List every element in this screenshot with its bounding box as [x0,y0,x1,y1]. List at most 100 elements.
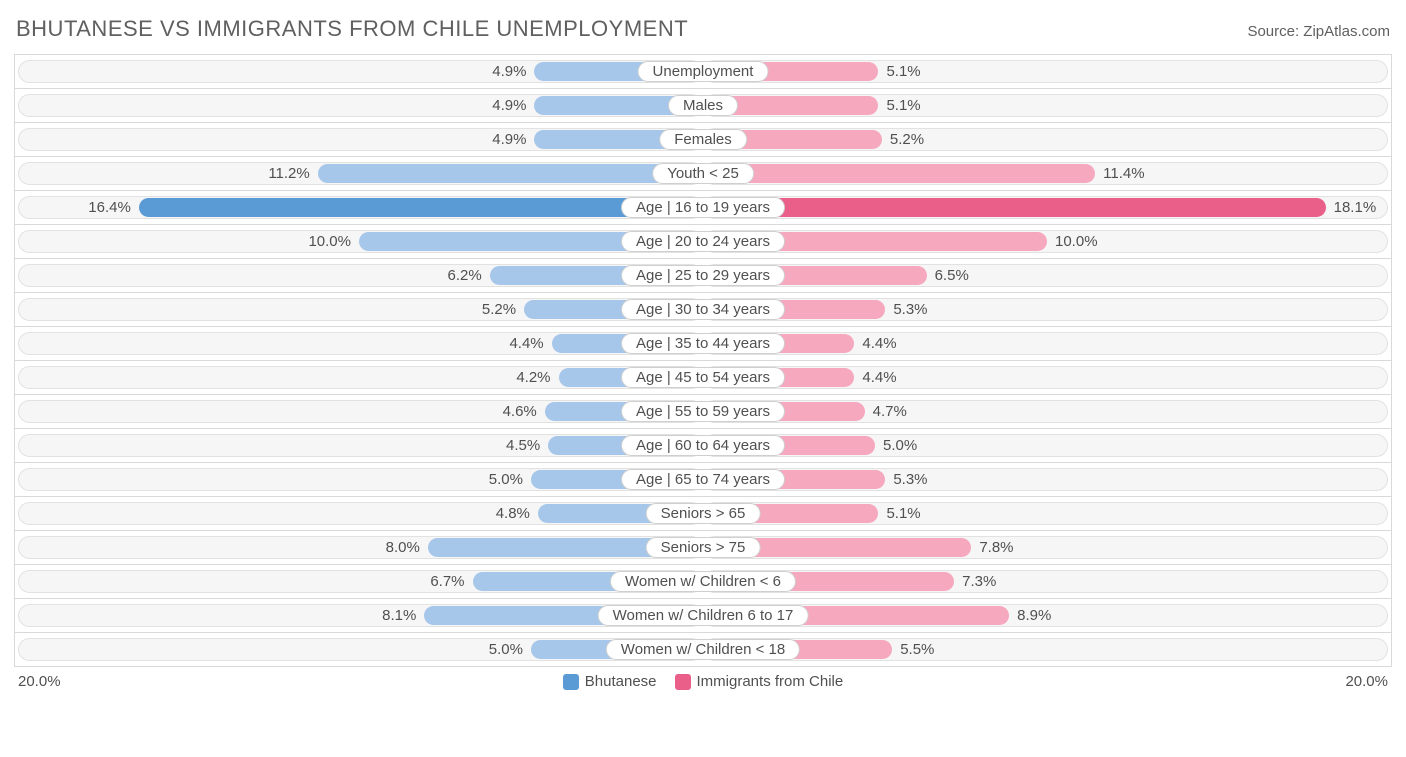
right-half: 5.0% [703,429,1391,462]
category-label: Age | 45 to 54 years [621,367,785,388]
chart-row: 5.0% 5.5% Women w/ Children < 18 [15,633,1391,667]
legend-item-right: Immigrants from Chile [675,673,844,690]
left-bar [139,198,703,217]
chart-row: 16.4%18.1%Age | 16 to 19 years [15,191,1391,225]
category-label: Women w/ Children < 18 [606,639,800,660]
right-value-label: 4.4% [862,369,896,386]
category-label: Seniors > 65 [646,503,761,524]
right-half: 5.5% [703,633,1391,666]
right-half: 6.5% [703,259,1391,292]
right-value-label: 7.8% [979,539,1013,556]
left-value-label: 5.2% [482,301,516,318]
category-label: Age | 35 to 44 years [621,333,785,354]
chart-row: 4.4%4.4%Age | 35 to 44 years [15,327,1391,361]
chart-row: 4.8% 5.1% Seniors > 65 [15,497,1391,531]
left-half: 4.9% [15,89,703,122]
left-half: 4.5% [15,429,703,462]
left-half: 6.7% [15,565,703,598]
left-value-label: 6.7% [430,573,464,590]
chart-row: 4.5% 5.0% Age | 60 to 64 years [15,429,1391,463]
right-value-label: 5.3% [893,301,927,318]
chart-title: BHUTANESE VS IMMIGRANTS FROM CHILE UNEMP… [16,16,688,42]
left-value-label: 5.0% [489,641,523,658]
right-value-label: 18.1% [1334,199,1377,216]
chart-footer: 20.0% Bhutanese Immigrants from Chile 20… [14,667,1392,690]
left-value-label: 4.9% [492,97,526,114]
left-value-label: 6.2% [448,267,482,284]
left-value-label: 4.9% [492,131,526,148]
chart-row: 5.2% 5.3% Age | 30 to 34 years [15,293,1391,327]
chart-row: 4.2% 4.4% Age | 45 to 54 years [15,361,1391,395]
chart-row: 4.9%5.2%Females [15,123,1391,157]
right-half: 4.4% [703,327,1391,360]
left-bar [318,164,703,183]
chart-row: 11.2% 11.4% Youth < 25 [15,157,1391,191]
left-half: 4.4% [15,327,703,360]
right-value-label: 5.5% [900,641,934,658]
category-label: Age | 65 to 74 years [621,469,785,490]
legend: Bhutanese Immigrants from Chile [563,673,843,690]
right-value-label: 5.0% [883,437,917,454]
left-value-label: 4.5% [506,437,540,454]
right-half: 5.1% [703,89,1391,122]
right-value-label: 8.9% [1017,607,1051,624]
right-bar [703,164,1095,183]
category-label: Age | 30 to 34 years [621,299,785,320]
axis-max-left: 20.0% [18,673,61,690]
left-value-label: 5.0% [489,471,523,488]
right-value-label: 5.2% [890,131,924,148]
chart-row: 10.0%10.0%Age | 20 to 24 years [15,225,1391,259]
category-label: Age | 25 to 29 years [621,265,785,286]
legend-swatch-right [675,674,691,690]
chart-row: 4.6% 4.7% Age | 55 to 59 years [15,395,1391,429]
category-label: Age | 60 to 64 years [621,435,785,456]
right-half: 5.3% [703,293,1391,326]
left-value-label: 8.0% [386,539,420,556]
left-half: 4.6% [15,395,703,428]
right-value-label: 5.1% [886,505,920,522]
category-label: Age | 55 to 59 years [621,401,785,422]
left-value-label: 11.2% [268,165,309,182]
right-value-label: 7.3% [962,573,996,590]
left-half: 4.9% [15,55,703,88]
chart-row: 4.9% 5.1% Males [15,89,1391,123]
left-half: 11.2% [15,157,703,190]
left-half: 4.9% [15,123,703,156]
right-value-label: 4.7% [873,403,907,420]
category-label: Seniors > 75 [646,537,761,558]
axis-max-right: 20.0% [1345,673,1388,690]
right-value-label: 5.3% [893,471,927,488]
right-value-label: 4.4% [862,335,896,352]
chart-row: 8.0% 7.8% Seniors > 75 [15,531,1391,565]
chart-row: 5.0% 5.3% Age | 65 to 74 years [15,463,1391,497]
left-value-label: 4.2% [516,369,550,386]
left-value-label: 4.8% [496,505,530,522]
diverging-bar-chart: 4.9%5.1%Unemployment4.9%5.1%Males4.9%5.2… [14,54,1392,667]
category-label: Males [668,95,738,116]
category-label: Women w/ Children < 6 [610,571,796,592]
right-value-label: 6.5% [935,267,969,284]
right-half: 7.8% [703,531,1391,564]
left-half: 4.8% [15,497,703,530]
left-value-label: 4.6% [503,403,537,420]
right-half: 7.3% [703,565,1391,598]
chart-row: 8.1%8.9%Women w/ Children 6 to 17 [15,599,1391,633]
category-label: Unemployment [638,61,769,82]
right-value-label: 5.1% [886,97,920,114]
right-value-label: 5.1% [886,63,920,80]
right-half: 5.1% [703,55,1391,88]
chart-container: BHUTANESE VS IMMIGRANTS FROM CHILE UNEMP… [0,0,1406,704]
category-label: Age | 20 to 24 years [621,231,785,252]
legend-label-left: Bhutanese [585,673,657,690]
right-half: 11.4% [703,157,1391,190]
chart-row: 4.9% 5.1% Unemployment [15,55,1391,89]
chart-row: 6.7% 7.3% Women w/ Children < 6 [15,565,1391,599]
right-half: 18.1% [703,191,1391,224]
category-label: Women w/ Children 6 to 17 [598,605,809,626]
legend-item-left: Bhutanese [563,673,657,690]
right-value-label: 11.4% [1103,165,1144,182]
chart-row: 6.2% 6.5% Age | 25 to 29 years [15,259,1391,293]
category-label: Youth < 25 [652,163,754,184]
category-label: Age | 16 to 19 years [621,197,785,218]
right-bar [703,198,1326,217]
